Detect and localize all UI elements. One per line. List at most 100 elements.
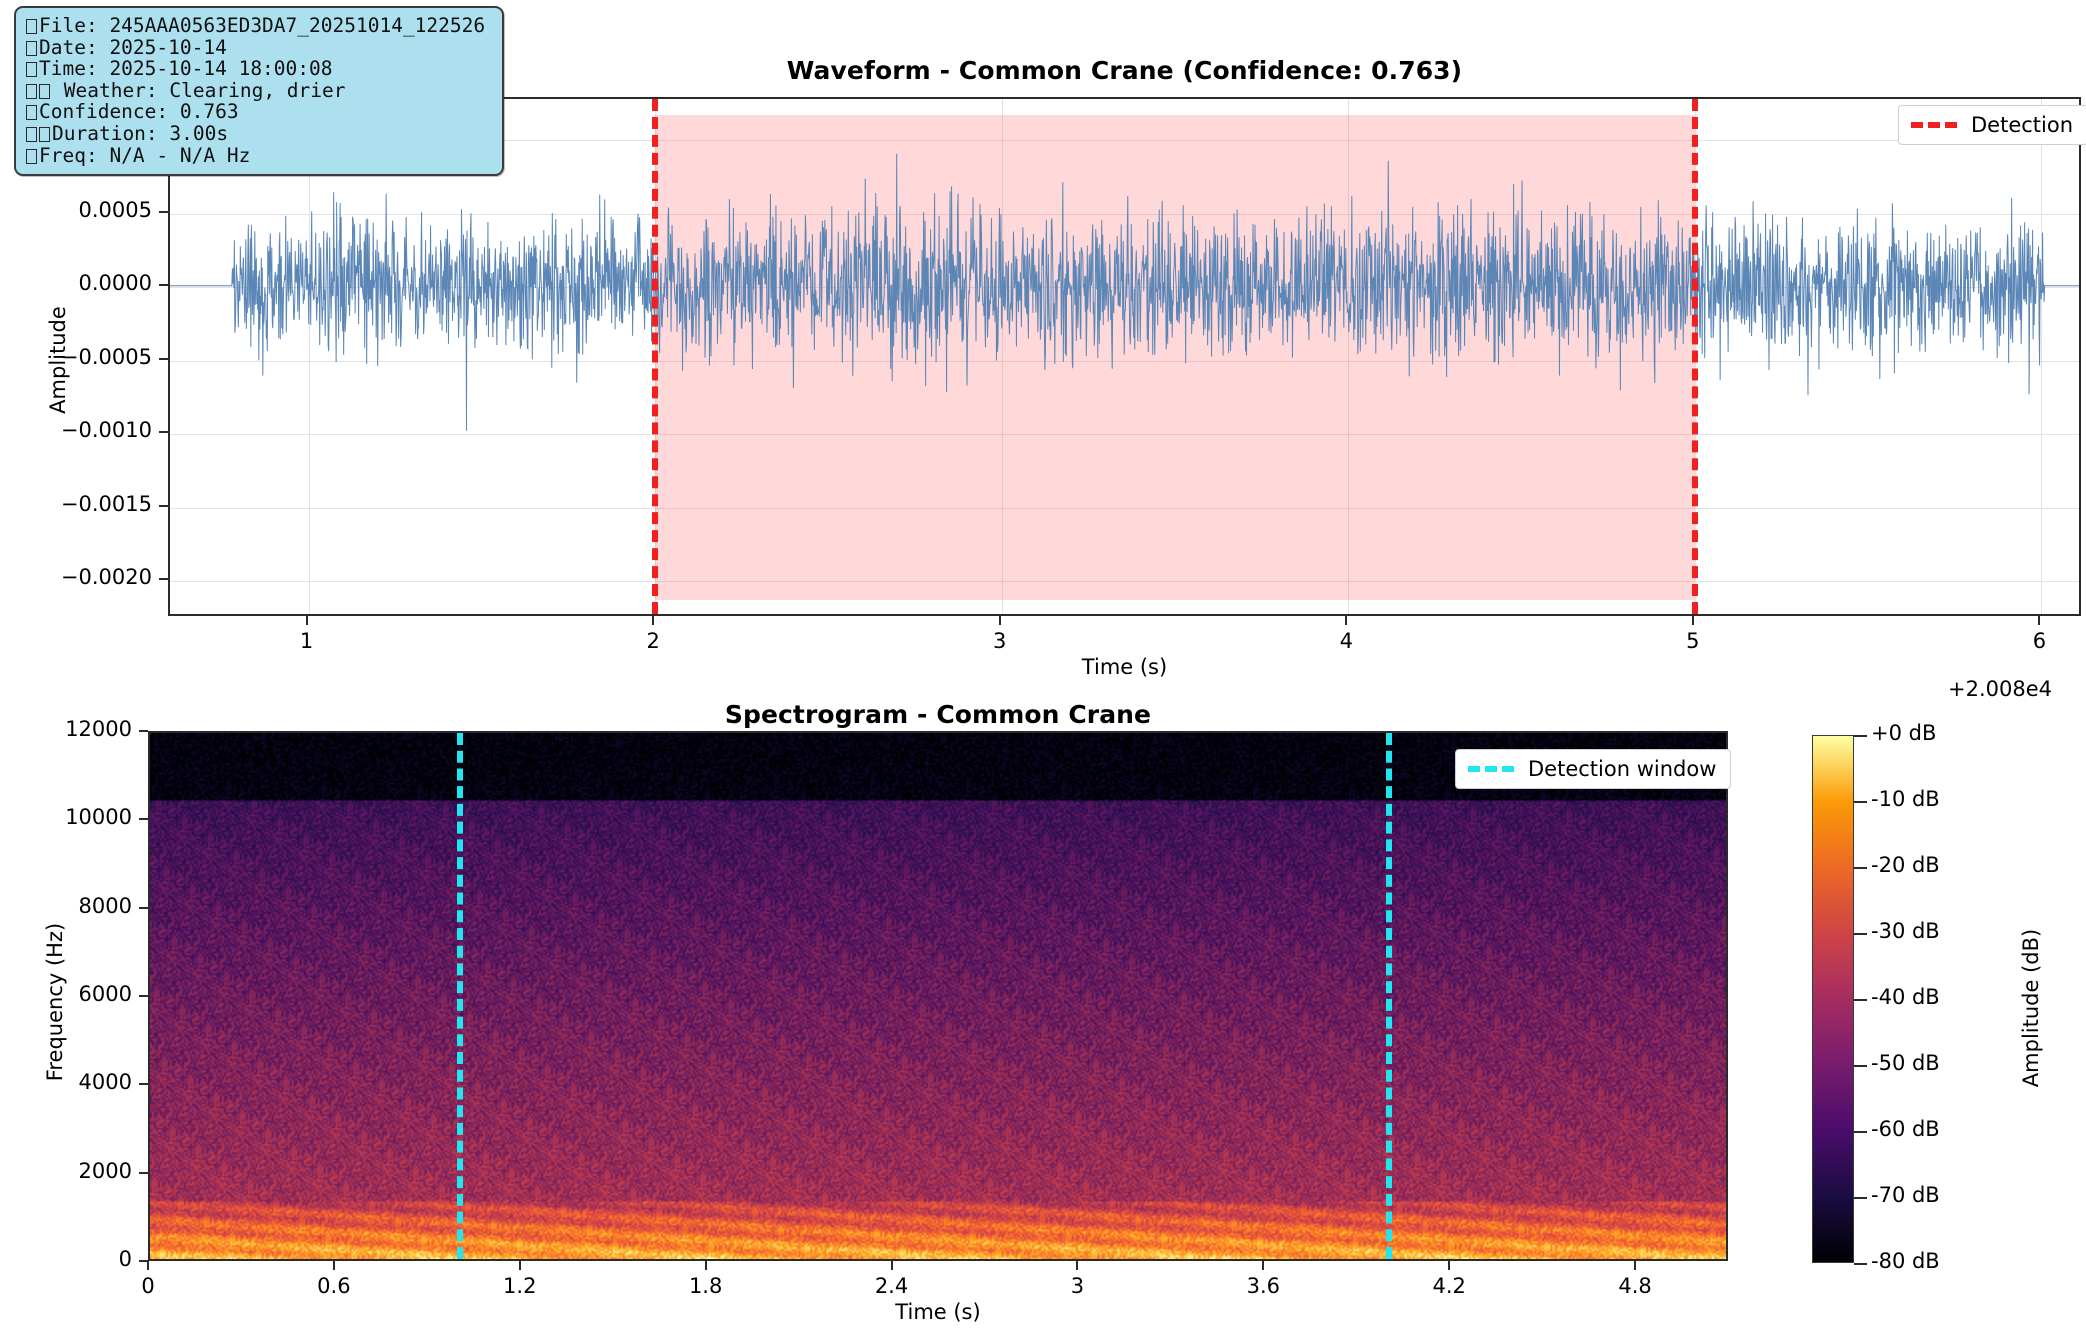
spectrogram-x-tick: 1.2 bbox=[503, 1274, 537, 1298]
waveform-x-tickmark bbox=[998, 616, 1001, 625]
colorbar-tickmark bbox=[1854, 999, 1867, 1001]
waveform-gridline-v bbox=[1348, 99, 1350, 614]
waveform-x-tickmark bbox=[305, 616, 308, 625]
waveform-path bbox=[170, 154, 2079, 431]
spectrogram-y-tickmark bbox=[139, 730, 148, 732]
waveform-y-tickmark bbox=[159, 357, 168, 360]
weather-icon-variation bbox=[39, 83, 50, 99]
waveform-x-tick: 3 bbox=[993, 629, 1007, 653]
waveform-x-axis-offset-label: +2.008e4 bbox=[1948, 677, 2052, 701]
waveform-legend-label: Detection bbox=[1971, 113, 2074, 137]
colorbar-tickmark bbox=[1854, 867, 1867, 869]
colorbar-tickmark bbox=[1854, 1197, 1867, 1199]
waveform-y-tick: 0.0005 bbox=[78, 197, 152, 222]
spectrogram-legend[interactable]: Detection window bbox=[1455, 749, 1732, 789]
waveform-x-tickmark bbox=[652, 616, 655, 625]
spectrogram-y-tick: 4000 bbox=[78, 1070, 132, 1095]
info-row-date: Date: 2025-10-14 bbox=[26, 36, 492, 59]
colorbar-tickmark bbox=[1854, 933, 1867, 935]
clock-icon bbox=[26, 62, 37, 78]
info-row-file: File: 245AAA0563ED3DA7_20251014_122526 bbox=[26, 15, 492, 37]
waveform-detection-start-line bbox=[652, 99, 659, 614]
colorbar-tick-label: -40 dB bbox=[1871, 985, 1940, 1009]
waveform-y-tick: −0.0010 bbox=[60, 418, 152, 443]
waveform-x-tick: 4 bbox=[1339, 629, 1353, 653]
waveform-x-tickmark bbox=[1345, 616, 1348, 625]
waveform-gridline-v bbox=[308, 99, 310, 614]
spectrogram-y-axis-label: Frequency (Hz) bbox=[43, 922, 67, 1082]
info-row-weather: Weather: Clearing, drier bbox=[26, 79, 492, 102]
waveform-title: Waveform - Common Crane (Confidence: 0.7… bbox=[786, 56, 1463, 85]
colorbar-tickmark bbox=[1854, 1065, 1867, 1067]
spectrogram-y-tick: 2000 bbox=[78, 1158, 132, 1183]
detection-window-line-swatch bbox=[1468, 766, 1514, 772]
waveform-gridline-h bbox=[170, 140, 2079, 142]
waveform-y-axis-label: Amplitude bbox=[46, 306, 70, 414]
colorbar-tick-label: -60 dB bbox=[1871, 1117, 1940, 1141]
waveform-y-tickmark bbox=[159, 504, 168, 507]
spectrogram-y-tickmark bbox=[139, 1260, 148, 1262]
colorbar-tick-label: -10 dB bbox=[1871, 787, 1940, 811]
waveform-y-tick: −0.0015 bbox=[60, 491, 152, 516]
waveform-x-tick: 5 bbox=[1686, 629, 1700, 653]
detection-line-swatch bbox=[1911, 122, 1957, 128]
waveform-legend[interactable]: Detection bbox=[1898, 105, 2086, 145]
spectrogram-y-tick: 10000 bbox=[65, 805, 132, 830]
spectrogram-x-tickmark bbox=[1076, 1261, 1079, 1270]
spectrogram-y-tickmark bbox=[139, 1083, 148, 1086]
weather-icon bbox=[26, 83, 37, 99]
spectrogram-x-tick: 4.2 bbox=[1432, 1274, 1466, 1298]
spectrogram-x-tickmark bbox=[518, 1261, 521, 1270]
spectrogram-x-tickmark bbox=[1634, 1261, 1637, 1270]
colorbar-tick-label: -80 dB bbox=[1871, 1249, 1940, 1273]
waveform-gridline-v bbox=[2041, 99, 2043, 614]
spectrogram-detection-start-line bbox=[456, 733, 463, 1259]
frequency-icon bbox=[26, 148, 37, 164]
colorbar-tick-label: -70 dB bbox=[1871, 1183, 1940, 1207]
info-row-duration: Duration: 3.00s bbox=[26, 123, 492, 145]
waveform-y-tick: −0.0005 bbox=[60, 344, 152, 369]
spectrogram-x-tickmark bbox=[704, 1261, 707, 1270]
file-icon bbox=[26, 19, 37, 34]
spectrogram-detection-end-line bbox=[1386, 733, 1393, 1259]
waveform-x-tickmark bbox=[2038, 616, 2041, 625]
spectrogram-x-tick: 0.6 bbox=[317, 1274, 351, 1298]
waveform-gridline-v bbox=[1001, 99, 1003, 614]
calendar-icon bbox=[26, 40, 37, 56]
spectrogram-x-tickmark bbox=[332, 1261, 335, 1270]
waveform-detection-end-line bbox=[1691, 99, 1698, 614]
waveform-y-tickmark bbox=[159, 284, 168, 287]
spectrogram-y-tick: 12000 bbox=[65, 717, 132, 741]
colorbar-tick-label: +0 dB bbox=[1871, 721, 1937, 745]
info-row-confidence: Confidence: 0.763 bbox=[26, 101, 492, 123]
waveform-gridline-h bbox=[170, 287, 2079, 289]
spectrogram-y-tickmark bbox=[139, 1171, 148, 1174]
spectrogram-y-tick: 6000 bbox=[78, 982, 132, 1006]
waveform-y-tickmark bbox=[159, 578, 168, 581]
spectrogram-title: Spectrogram - Common Crane bbox=[724, 700, 1152, 729]
spectrogram-y-tickmark bbox=[139, 818, 148, 821]
waveform-plot-area[interactable] bbox=[168, 97, 2081, 616]
spectrogram-x-tickmark bbox=[890, 1261, 893, 1270]
spectrogram-legend-label: Detection window bbox=[1528, 757, 1717, 781]
info-row-frequency: Freq: N/A - N/A Hz bbox=[26, 144, 492, 167]
colorbar-tick-label: -20 dB bbox=[1871, 853, 1940, 877]
colorbar-tick-label: -50 dB bbox=[1871, 1051, 1940, 1075]
spectrogram-y-tickmark bbox=[139, 995, 148, 997]
waveform-gridline-h bbox=[170, 507, 2079, 509]
spectrogram-x-tick: 1.8 bbox=[688, 1274, 723, 1298]
colorbar-title: Amplitude (dB) bbox=[2019, 928, 2044, 1088]
spectrogram-plot-area[interactable] bbox=[148, 731, 1728, 1261]
waveform-x-tick: 1 bbox=[299, 629, 314, 653]
colorbar[interactable] bbox=[1812, 735, 1854, 1263]
duration-icon-variation bbox=[39, 126, 50, 142]
spectrogram-x-tick: 4.8 bbox=[1618, 1274, 1652, 1298]
waveform-gridline-h bbox=[170, 581, 2079, 583]
waveform-gridline-h bbox=[170, 434, 2079, 436]
colorbar-tickmark bbox=[1854, 1263, 1867, 1265]
waveform-y-tickmark bbox=[159, 210, 168, 213]
spectrogram-y-tick: 8000 bbox=[78, 893, 132, 918]
colorbar-tick-label: -30 dB bbox=[1871, 919, 1940, 943]
spectrogram-x-tick: 3.6 bbox=[1246, 1274, 1280, 1298]
spectrogram-x-tickmark bbox=[147, 1261, 149, 1270]
